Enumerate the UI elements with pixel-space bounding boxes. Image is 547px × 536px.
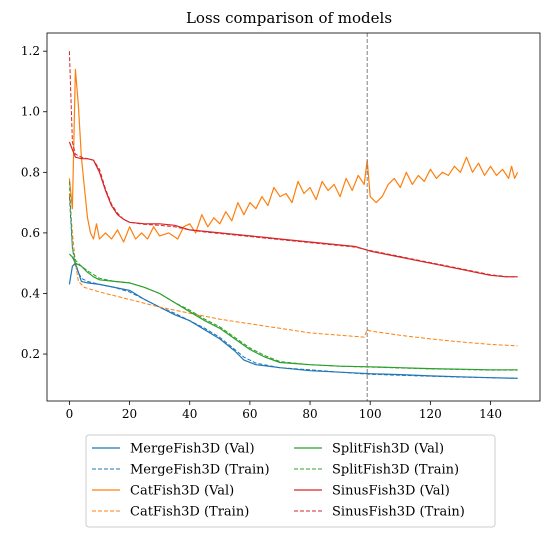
legend-box bbox=[85, 434, 496, 528]
y-tick-label: 0.2 bbox=[21, 347, 40, 361]
x-tick-label: 20 bbox=[122, 407, 137, 421]
legend-label-1: MergeFish3D (Train) bbox=[130, 463, 270, 478]
legend-label-2: CatFish3D (Val) bbox=[130, 484, 234, 499]
series-line-5 bbox=[68, 181, 518, 371]
series-line-2 bbox=[68, 68, 519, 243]
x-tick-label: 80 bbox=[302, 407, 317, 421]
x-tick-label: 60 bbox=[242, 407, 257, 421]
x-tick-label: 100 bbox=[359, 407, 382, 421]
x-tick-label: 0 bbox=[66, 407, 74, 421]
legend-label-4: SplitFish3D (Val) bbox=[332, 442, 444, 457]
x-tick-label: 40 bbox=[182, 407, 197, 421]
series-line-7 bbox=[68, 51, 518, 278]
legend: MergeFish3D (Val) MergeFish3D (Train) CatF… bbox=[85, 434, 496, 528]
series-line-1 bbox=[68, 196, 518, 379]
chart-title: Loss comparison of models bbox=[186, 9, 392, 27]
x-tick-label: 120 bbox=[419, 407, 442, 421]
series-line-4 bbox=[68, 253, 518, 371]
series-line-3 bbox=[68, 193, 518, 347]
axes-frame bbox=[46, 32, 541, 402]
legend-label-0: MergeFish3D (Val) bbox=[130, 442, 255, 457]
y-tick-label: 0.8 bbox=[21, 165, 40, 179]
legend-label-6: SinusFish3D (Val) bbox=[332, 484, 450, 499]
y-tick-label: 0.6 bbox=[21, 226, 40, 240]
y-tick-label: 1.2 bbox=[21, 44, 40, 58]
axes: 0 20 40 60 80 100 120 140 0.2 0.4 0.6 0.8 1.0 1.2 bbox=[21, 32, 541, 421]
legend-label-5: SplitFish3D (Train) bbox=[332, 463, 459, 478]
series-line-0 bbox=[68, 262, 518, 379]
y-tick-label: 0.4 bbox=[21, 286, 40, 300]
x-tick-label: 140 bbox=[479, 407, 502, 421]
legend-label-7: SinusFish3D (Train) bbox=[332, 505, 465, 520]
legend-label-3: CatFish3D (Train) bbox=[130, 505, 249, 520]
plot-area bbox=[68, 33, 519, 401]
y-tick-label: 1.0 bbox=[21, 105, 40, 119]
series-line-6 bbox=[68, 141, 518, 278]
